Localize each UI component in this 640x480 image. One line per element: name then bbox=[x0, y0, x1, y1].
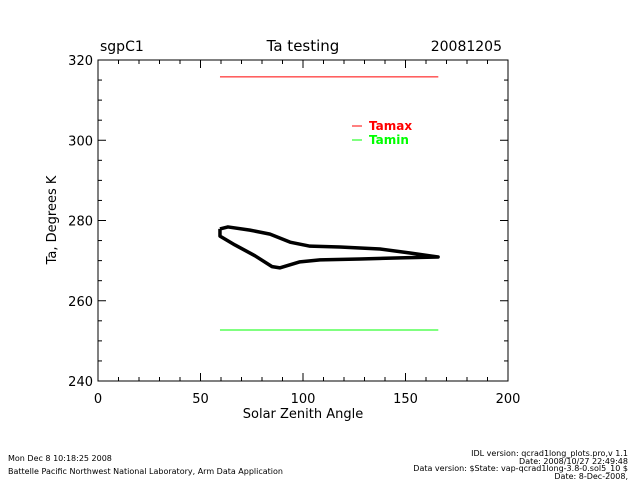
y-tick-label: 240 bbox=[68, 375, 93, 390]
footer-data-version: Data version: $State: vap-qcrad1long-3.8… bbox=[413, 464, 628, 473]
footer-org: Battelle Pacific Northwest National Labo… bbox=[8, 467, 283, 476]
x-tick-label: 200 bbox=[496, 392, 521, 407]
y-tick-label: 260 bbox=[68, 295, 93, 310]
series-ta bbox=[218, 225, 440, 270]
y-tick-label: 320 bbox=[68, 54, 93, 69]
x-tick-label: 0 bbox=[94, 392, 102, 407]
x-axis-label: Solar Zenith Angle bbox=[243, 407, 363, 422]
footer-timestamp: Mon Dec 8 10:18:25 2008 bbox=[8, 454, 112, 463]
x-tick-label: 50 bbox=[192, 392, 209, 407]
date-label: 20081205 bbox=[431, 39, 502, 55]
x-tick-label: 100 bbox=[291, 392, 316, 407]
footer-data-date: Date: 8-Dec-2008, bbox=[554, 472, 628, 480]
legend-label-tamin: Tamin bbox=[369, 133, 409, 147]
footer-idl-version: IDL version: qcrad1long_plots.pro,v 1.1 bbox=[471, 449, 628, 458]
y-tick-label: 280 bbox=[68, 215, 93, 230]
footer-idl-date: Date: 2008/10/27 22:49:48 bbox=[519, 457, 628, 466]
site-label: sgpC1 bbox=[100, 39, 144, 55]
y-tick-label: 300 bbox=[68, 134, 93, 149]
x-tick-label: 150 bbox=[393, 392, 418, 407]
chart-title: Ta testing bbox=[266, 37, 340, 55]
legend-label-tamax: Tamax bbox=[369, 119, 412, 133]
plot-frame bbox=[97, 59, 509, 382]
y-axis-label: Ta, Degrees K bbox=[45, 175, 60, 265]
